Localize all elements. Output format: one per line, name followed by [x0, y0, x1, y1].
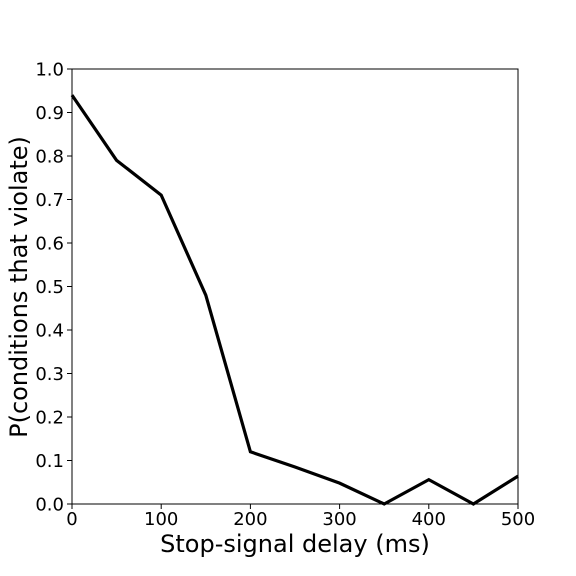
y-tick-label: 0.0: [35, 495, 64, 516]
x-tick-label: 0: [66, 509, 77, 530]
y-tick-label: 0.3: [35, 364, 64, 385]
x-tick-label: 100: [144, 509, 178, 530]
x-axis-label: Stop-signal delay (ms): [160, 530, 430, 558]
y-axis: 0.0 0.1 0.2 0.3 0.4 0.5 0.6 0.7 0.8 0.9 1.0: [35, 60, 72, 516]
y-tick-label: 0.1: [35, 451, 64, 472]
x-tick-label: 300: [322, 509, 356, 530]
y-tick-label: 0.8: [35, 147, 64, 168]
x-tick-label: 500: [501, 509, 535, 530]
y-tick-label: 0.5: [35, 277, 64, 298]
plot-frame: [71, 68, 519, 505]
y-tick-label: 0.4: [35, 321, 64, 342]
y-tick-label: 0.9: [35, 103, 64, 124]
y-axis-label: P(conditions that violate): [5, 136, 33, 438]
x-axis: 0 100 200 300 400 500: [66, 504, 535, 530]
plot-area: [70, 68, 519, 506]
y-tick-label: 1.0: [35, 60, 64, 81]
x-tick-label: 200: [233, 509, 267, 530]
x-tick-label: 400: [412, 509, 446, 530]
y-tick-label: 0.6: [35, 234, 64, 255]
y-tick-label: 0.7: [35, 190, 64, 211]
series-line-0: [70, 94, 519, 506]
y-tick-label: 0.2: [35, 408, 64, 429]
